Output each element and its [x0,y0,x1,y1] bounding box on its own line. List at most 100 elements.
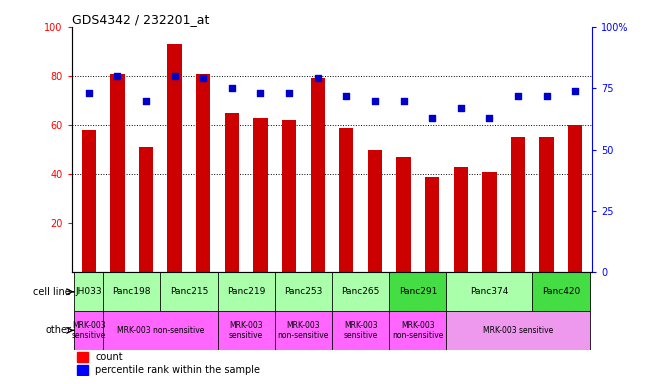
Bar [217,273,275,311]
Text: MRK-003
non-sensitive: MRK-003 non-sensitive [278,321,329,340]
Bar [77,365,89,375]
Bar [389,311,418,350]
Bar [74,273,103,311]
Point [312,75,323,81]
Bar [225,113,239,273]
Bar [447,273,533,311]
Bar [74,311,103,350]
Bar [253,118,268,273]
Bar [217,311,246,350]
Bar [196,74,210,273]
Bar [447,311,475,350]
Text: Panc374: Panc374 [470,287,508,296]
Bar [561,273,590,311]
Text: Panc198: Panc198 [113,287,151,296]
Text: MRK-003
non-sensitive: MRK-003 non-sensitive [392,321,443,340]
Bar [396,157,411,273]
Point [255,90,266,96]
Point [427,115,437,121]
Bar [160,311,189,350]
Bar [246,311,275,350]
Point [141,98,151,104]
Bar [368,150,382,273]
Bar [81,130,96,273]
Point [484,115,495,121]
Bar [246,273,275,311]
Bar [160,273,217,311]
Bar [447,311,590,350]
Bar [74,273,103,311]
Bar [275,273,303,311]
Point [83,90,94,96]
Bar [504,273,533,311]
Bar [332,311,389,350]
Point [284,90,294,96]
Bar [389,273,447,311]
Text: GDS4342 / 232201_at: GDS4342 / 232201_at [72,13,209,26]
Bar [418,311,447,350]
Bar [303,273,332,311]
Bar [282,120,296,273]
Point [198,75,208,81]
Bar [110,74,124,273]
Text: JH033: JH033 [76,287,102,296]
Bar [160,273,189,311]
Bar [389,311,447,350]
Text: MRK-003
sensitive: MRK-003 sensitive [72,321,106,340]
Point [542,93,552,99]
Point [370,98,380,104]
Bar [482,172,497,273]
Bar [475,273,504,311]
Bar [533,273,561,311]
Bar [475,311,504,350]
Bar [533,273,590,311]
Bar [103,311,217,350]
Point [341,93,352,99]
Point [227,85,237,91]
Bar [139,147,153,273]
Point [169,73,180,79]
Text: Panc420: Panc420 [542,287,580,296]
Bar [533,311,561,350]
Text: MRK-003 sensitive: MRK-003 sensitive [483,326,553,335]
Text: Panc291: Panc291 [398,287,437,296]
Text: Panc265: Panc265 [341,287,380,296]
Bar [332,273,389,311]
Text: Panc215: Panc215 [170,287,208,296]
Bar [425,177,439,273]
Bar [361,311,389,350]
Text: MRK-003
sensitive: MRK-003 sensitive [229,321,263,340]
Bar [339,127,353,273]
Text: percentile rank within the sample: percentile rank within the sample [95,365,260,375]
Point [112,73,122,79]
Bar [189,311,217,350]
Bar [389,273,418,311]
Bar [332,311,361,350]
Bar [103,273,132,311]
Point [513,93,523,99]
Bar [311,78,325,273]
Bar [454,167,468,273]
Bar [511,137,525,273]
Point [456,105,466,111]
Bar [217,273,246,311]
Bar [540,137,554,273]
Bar [167,44,182,273]
Text: cell line: cell line [33,287,71,297]
Bar [132,311,160,350]
Text: MRK-003 non-sensitive: MRK-003 non-sensitive [117,326,204,335]
Point [570,88,581,94]
Bar [568,125,583,273]
Bar [189,273,217,311]
Text: Panc219: Panc219 [227,287,266,296]
Text: Panc253: Panc253 [284,287,323,296]
Text: other: other [45,325,71,335]
Bar [275,311,332,350]
Bar [447,273,475,311]
Text: MRK-003
sensitive: MRK-003 sensitive [344,321,378,340]
Bar [275,273,332,311]
Bar [132,273,160,311]
Bar [504,311,533,350]
Bar [361,273,389,311]
Bar [418,273,447,311]
